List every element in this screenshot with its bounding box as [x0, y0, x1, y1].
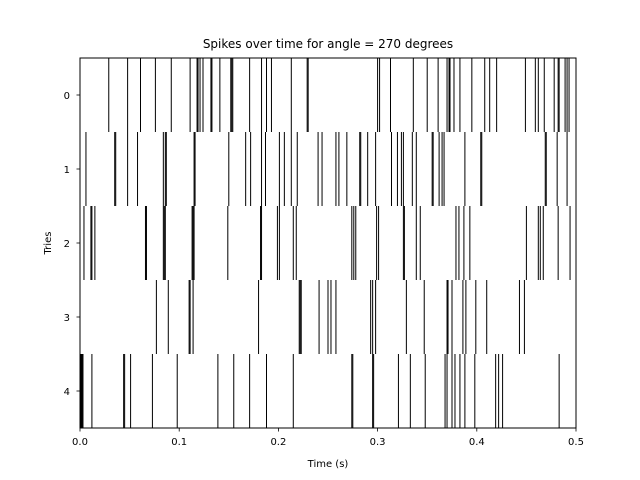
chart-title: Spikes over time for angle = 270 degrees [203, 37, 453, 51]
x-tick-label: 0.4 [469, 437, 485, 448]
x-axis-label: Time (s) [307, 459, 349, 470]
spike-marks [80, 58, 571, 428]
x-axis: 0.0 0.1 0.2 0.3 0.4 0.5 [72, 428, 584, 448]
x-tick-label: 0.5 [568, 437, 584, 448]
x-tick-label: 0.3 [370, 437, 386, 448]
y-tick-label: 1 [64, 165, 70, 176]
y-tick-label: 2 [64, 239, 70, 250]
y-tick-label: 0 [64, 91, 70, 102]
y-tick-label: 4 [64, 387, 70, 398]
x-tick-label: 0.1 [171, 437, 187, 448]
y-axis: 0 1 2 3 4 [64, 91, 80, 398]
x-tick-label: 0.2 [270, 437, 286, 448]
y-axis-label: Tries [43, 232, 54, 256]
x-tick-label: 0.0 [72, 437, 88, 448]
y-tick-label: 3 [64, 313, 70, 324]
